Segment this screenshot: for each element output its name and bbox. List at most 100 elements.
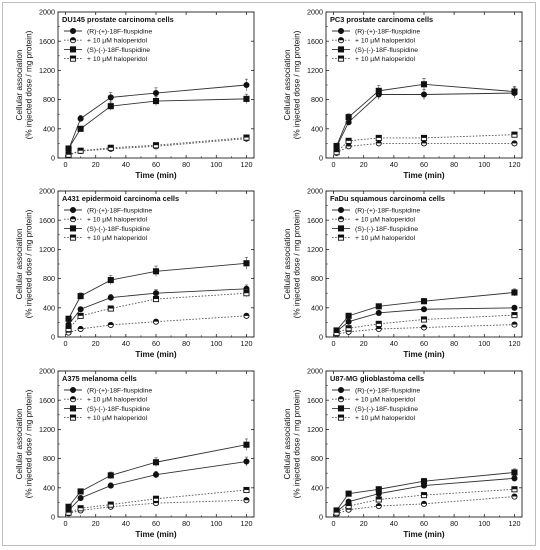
legend-label-3: (S)-(-)-18F-fluspidine	[87, 47, 150, 54]
y-tick-label: 1200	[39, 425, 55, 434]
x-tick-label: 0	[332, 339, 336, 348]
y-axis-label-line1: Cellular association	[283, 228, 292, 299]
x-tick-label: 120	[240, 160, 252, 169]
data-point-series-4-fill	[421, 135, 427, 138]
y-axis-label-line2: (% injected dose / mg protein)	[25, 30, 34, 139]
x-tick-label: 40	[122, 160, 130, 169]
data-point-series-2-fill	[78, 326, 84, 329]
data-point-series-3	[375, 303, 382, 310]
x-tick-label: 40	[390, 519, 398, 528]
y-tick-label: 0	[319, 154, 323, 163]
data-point-series-3	[65, 315, 72, 322]
x-tick-label: 80	[450, 519, 458, 528]
data-point-series-3	[152, 98, 160, 105]
data-point-series-4-fill	[78, 148, 84, 151]
y-tick-label: 1600	[39, 396, 55, 405]
y-axis-label: Cellular association(% injected dose / m…	[283, 30, 302, 139]
legend-label-4: + 10 µM haloperidol	[355, 415, 416, 422]
data-point-series-1	[420, 306, 428, 313]
data-point-series-3	[420, 478, 428, 485]
data-point-series-4-fill	[346, 325, 352, 329]
y-tick-label: 400	[311, 303, 323, 312]
data-point-series-4-fill	[65, 326, 72, 329]
legend-label-1: (R)-(+)-18F-fluspidine	[355, 208, 420, 215]
data-point-series-3	[511, 469, 518, 476]
data-point-series-4-fill	[108, 145, 114, 148]
x-axis-label: Time (min)	[135, 530, 177, 539]
data-point-series-1	[375, 309, 382, 316]
y-tick-label: 1200	[307, 245, 323, 254]
data-point-series-3	[345, 114, 352, 121]
y-axis-label-line2: (% injected dose / mg protein)	[293, 209, 302, 318]
legend-label-4: + 10 µM haloperidol	[87, 415, 148, 422]
legend-marker-3	[337, 225, 345, 232]
y-axis-label: Cellular association(% injected dose / m…	[15, 30, 34, 139]
x-tick-label: 100	[210, 339, 222, 348]
data-point-series-3	[420, 81, 428, 88]
legend-marker-1	[69, 27, 77, 35]
y-tick-label: 800	[43, 95, 55, 104]
y-tick-label: 1600	[39, 216, 55, 225]
x-tick-label: 40	[390, 339, 398, 348]
chart-panel-5: 0 400 800 1200 1600 2000 0 20 40 60 80 100 120 Time (…	[15, 367, 255, 539]
x-tick-label: 80	[450, 339, 458, 348]
chart-panel-4: 0 400 800 1200 1600 2000 0 20 40 60 80 100 120 Time (…	[283, 187, 523, 359]
legend-marker-3	[69, 225, 77, 232]
y-axis-label-line2: (% injected dose / mg protein)	[293, 389, 302, 498]
legend-label-4: + 10 µM haloperidol	[355, 235, 416, 242]
y-tick-label: 400	[311, 124, 323, 133]
legend-marker-4-fill	[338, 56, 344, 59]
y-tick-label: 2000	[39, 8, 55, 17]
data-point-series-1	[511, 475, 518, 482]
x-tick-label: 120	[240, 339, 252, 348]
legend-marker-4-fill	[338, 415, 344, 418]
series-line-4	[336, 134, 515, 153]
legend-label-1: (R)-(+)-18F-fluspidine	[87, 29, 152, 36]
legend-marker-3	[337, 46, 345, 53]
chart-title: PC3 prostate carcinoma cells	[330, 15, 433, 24]
y-tick-label: 1600	[39, 37, 55, 46]
data-point-series-4-fill	[78, 313, 84, 316]
data-point-series-1	[77, 115, 84, 122]
legend-label-4: + 10 µM haloperidol	[87, 235, 148, 242]
data-point-series-2-fill	[376, 326, 382, 329]
x-tick-label: 80	[450, 160, 458, 169]
legend-marker-4-fill	[70, 56, 76, 59]
x-tick-label: 80	[182, 160, 190, 169]
data-point-series-2-fill	[346, 143, 352, 147]
y-tick-label: 1600	[307, 216, 323, 225]
legend-marker-1	[337, 386, 345, 394]
legend-label-2: + 10 µM haloperidol	[87, 217, 148, 224]
data-point-series-2-fill	[511, 140, 518, 144]
y-tick-label: 800	[311, 95, 323, 104]
x-tick-label: 100	[478, 160, 490, 169]
chart-panel-6: 0 400 800 1200 1600 2000 0 20 40 60 80 100 120 Time (…	[283, 367, 523, 539]
data-point-series-4-fill	[511, 486, 518, 490]
data-point-series-4-fill	[376, 321, 382, 324]
data-point-series-4-fill	[421, 316, 427, 320]
y-tick-label: 400	[311, 483, 323, 492]
y-tick-label: 1600	[307, 37, 323, 46]
y-tick-label: 1600	[307, 396, 323, 405]
data-point-series-3	[243, 260, 250, 267]
y-axis-label: Cellular association(% injected dose / m…	[283, 389, 302, 498]
data-point-series-3	[243, 441, 250, 448]
data-point-series-3	[243, 95, 250, 102]
x-axis-label: Time (min)	[403, 171, 445, 180]
data-point-series-2-fill	[511, 493, 518, 497]
data-point-series-3	[107, 103, 114, 110]
chart-panel-1: 0 400 800 1200 1600 2000 0 20 40 60 80 100 120 Time (…	[15, 8, 255, 180]
data-point-series-2-fill	[243, 497, 250, 501]
y-tick-label: 0	[319, 333, 323, 342]
y-tick-label: 800	[43, 454, 55, 463]
x-tick-label: 20	[92, 519, 100, 528]
legend-label-1: (R)-(+)-18F-fluspidine	[87, 388, 152, 395]
data-point-series-1	[107, 94, 114, 101]
data-point-series-4-fill	[108, 305, 114, 309]
x-tick-label: 60	[420, 339, 428, 348]
y-tick-label: 0	[319, 513, 323, 522]
legend-marker-1	[69, 386, 77, 394]
series-line-2	[336, 142, 515, 154]
data-point-series-4-fill	[153, 142, 159, 146]
data-point-series-4-fill	[243, 134, 250, 138]
